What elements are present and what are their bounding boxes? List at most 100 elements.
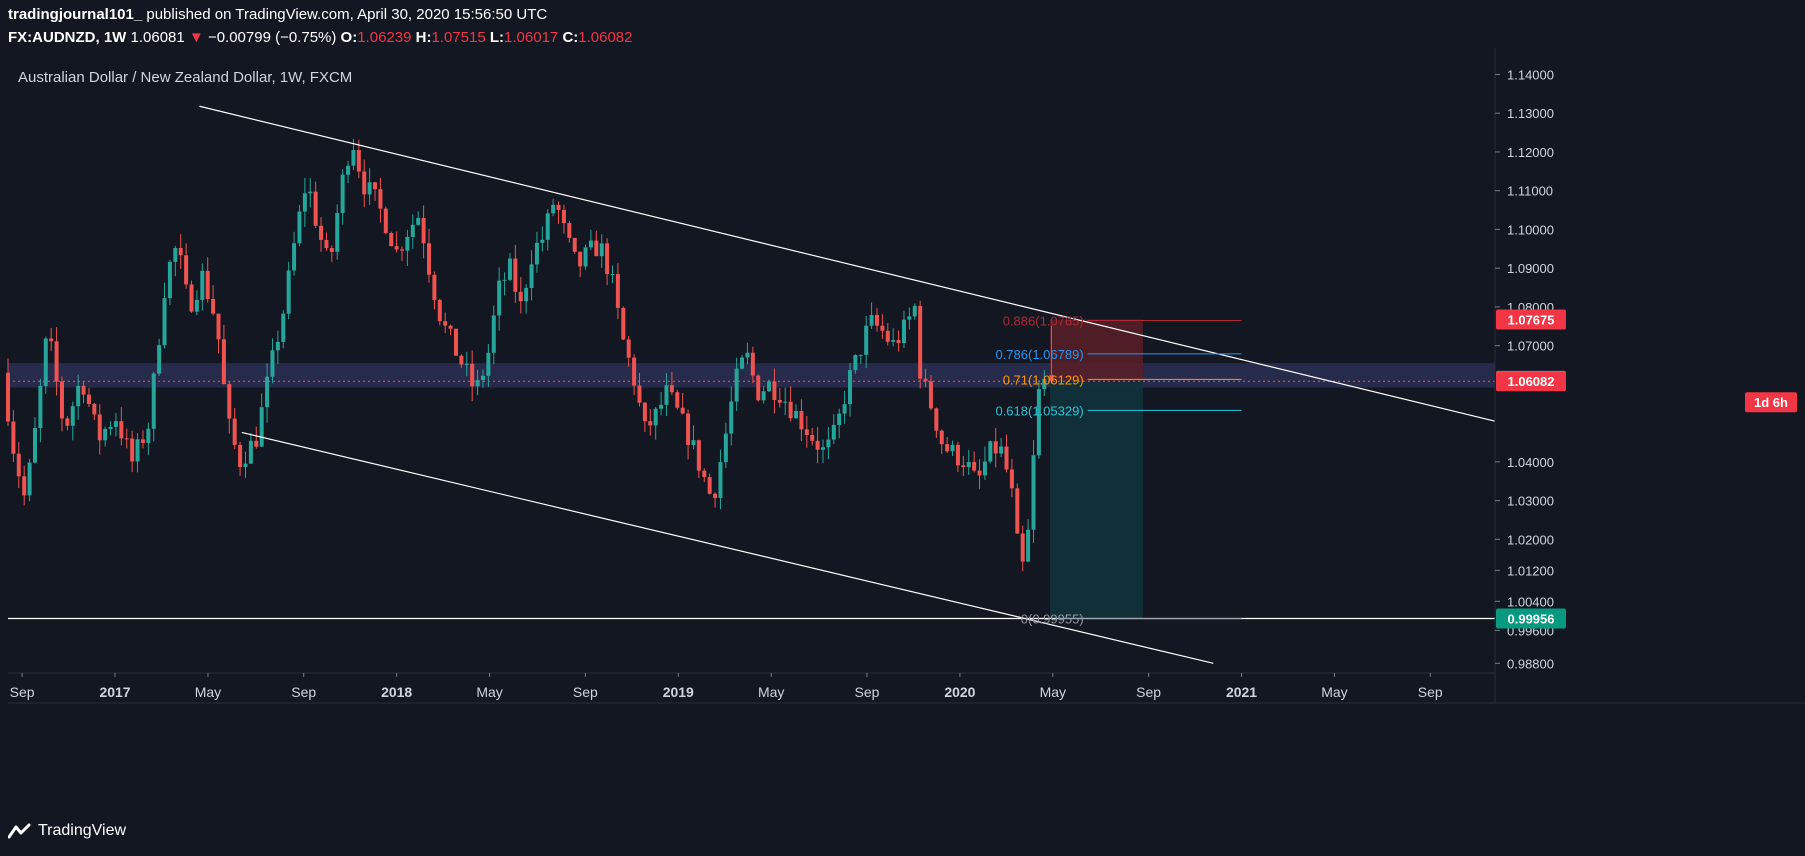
candle[interactable]	[939, 430, 944, 445]
candle[interactable]	[642, 402, 647, 422]
candle[interactable]	[659, 404, 664, 409]
candle[interactable]	[27, 462, 32, 496]
candle[interactable]	[146, 428, 151, 443]
candle[interactable]	[173, 247, 178, 262]
publisher-name[interactable]: tradingjournal101_	[8, 6, 143, 23]
candle[interactable]	[335, 212, 340, 252]
candle[interactable]	[637, 385, 642, 403]
candle[interactable]	[54, 341, 59, 382]
candle[interactable]	[529, 264, 534, 288]
candle[interactable]	[750, 352, 755, 376]
candle[interactable]	[103, 428, 108, 441]
candle[interactable]	[513, 258, 518, 292]
candle[interactable]	[443, 321, 448, 326]
candle[interactable]	[966, 462, 971, 468]
candle[interactable]	[794, 410, 799, 419]
stop-loss-area[interactable]	[1050, 319, 1143, 381]
candle[interactable]	[394, 246, 399, 250]
candle[interactable]	[626, 339, 631, 358]
candle[interactable]	[1020, 533, 1025, 562]
candle[interactable]	[297, 211, 302, 244]
candle[interactable]	[610, 274, 615, 276]
candle[interactable]	[826, 439, 831, 448]
candle[interactable]	[783, 401, 788, 403]
candle[interactable]	[475, 380, 480, 387]
candle[interactable]	[1009, 469, 1014, 489]
candle[interactable]	[853, 355, 858, 371]
candle[interactable]	[874, 314, 879, 326]
candle[interactable]	[464, 363, 469, 365]
candle[interactable]	[367, 182, 372, 195]
candle[interactable]	[97, 414, 102, 441]
trendline-upper[interactable]	[199, 105, 1496, 422]
candle[interactable]	[588, 240, 593, 248]
candle[interactable]	[945, 444, 950, 452]
candle[interactable]	[140, 439, 145, 443]
candle[interactable]	[313, 191, 318, 226]
candle[interactable]	[184, 255, 189, 285]
candle[interactable]	[675, 392, 680, 408]
candle[interactable]	[356, 150, 361, 172]
candle[interactable]	[972, 462, 977, 471]
candle[interactable]	[864, 325, 869, 355]
candle[interactable]	[777, 399, 782, 403]
candle[interactable]	[756, 375, 761, 401]
candle[interactable]	[151, 373, 156, 429]
candle[interactable]	[761, 391, 766, 401]
candle[interactable]	[302, 193, 307, 212]
candle[interactable]	[507, 258, 512, 280]
candle[interactable]	[502, 279, 507, 281]
candle[interactable]	[955, 444, 960, 466]
candle[interactable]	[453, 328, 458, 356]
candle[interactable]	[308, 191, 313, 194]
candle[interactable]	[540, 239, 545, 243]
candle[interactable]	[918, 305, 923, 379]
candle[interactable]	[977, 470, 982, 476]
candle[interactable]	[713, 493, 718, 498]
current-candle[interactable]	[1049, 375, 1054, 382]
candle[interactable]	[432, 274, 437, 301]
candle[interactable]	[410, 224, 415, 237]
candle[interactable]	[734, 368, 739, 402]
candle[interactable]	[38, 385, 43, 429]
candle[interactable]	[534, 242, 539, 265]
candle[interactable]	[928, 381, 933, 409]
candle[interactable]	[340, 174, 345, 213]
candle[interactable]	[362, 171, 367, 195]
candle[interactable]	[11, 421, 16, 454]
candle[interactable]	[329, 248, 334, 252]
candle[interactable]	[162, 298, 167, 346]
candle[interactable]	[788, 401, 793, 419]
candle[interactable]	[243, 463, 248, 468]
candle[interactable]	[22, 476, 27, 496]
candle[interactable]	[189, 284, 194, 312]
candle[interactable]	[621, 307, 626, 340]
candle[interactable]	[416, 217, 421, 225]
candle[interactable]	[1004, 446, 1009, 470]
candle[interactable]	[605, 243, 610, 275]
candle[interactable]	[265, 376, 270, 408]
candle[interactable]	[901, 319, 906, 344]
candle[interactable]	[286, 270, 291, 314]
candle[interactable]	[664, 385, 669, 405]
candle[interactable]	[281, 313, 286, 342]
candle[interactable]	[729, 401, 734, 434]
candle[interactable]	[718, 462, 723, 498]
candle[interactable]	[578, 251, 583, 267]
candle[interactable]	[16, 453, 21, 477]
candle[interactable]	[32, 428, 37, 463]
candle[interactable]	[351, 150, 356, 166]
candle[interactable]	[551, 204, 556, 214]
candle[interactable]	[615, 274, 620, 308]
candle[interactable]	[497, 280, 502, 316]
candle[interactable]	[378, 189, 383, 209]
candle[interactable]	[599, 243, 604, 257]
candle[interactable]	[178, 247, 183, 256]
candle[interactable]	[696, 440, 701, 471]
candle[interactable]	[383, 208, 388, 233]
candle[interactable]	[869, 314, 874, 326]
candle[interactable]	[799, 410, 804, 430]
candle[interactable]	[842, 404, 847, 414]
candle[interactable]	[999, 446, 1004, 454]
candle[interactable]	[254, 440, 259, 447]
